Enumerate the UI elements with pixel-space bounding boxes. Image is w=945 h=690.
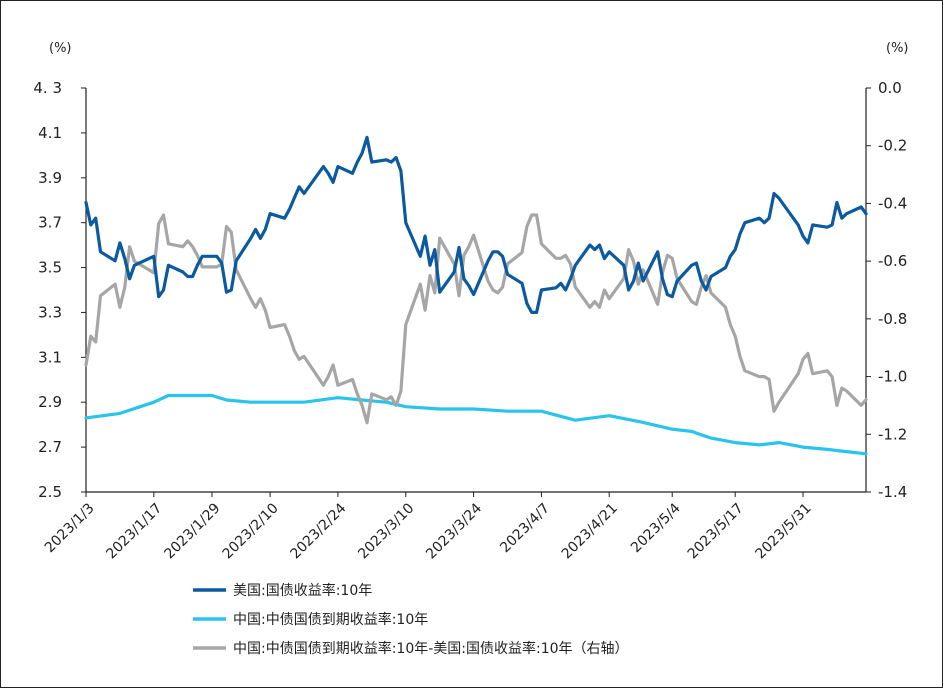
right-tick-label: -1.0	[878, 368, 907, 386]
left-tick-label: 3.3	[38, 303, 62, 321]
legend-label-spread: 中国:中债国债到期收益率:10年-美国:国债收益率:10年（右轴）	[233, 640, 629, 657]
left-axis-unit: (%)	[49, 41, 72, 56]
legend-label-china: 中国:中债国债到期收益率:10年	[233, 611, 428, 628]
x-tick-label: 2023/2/10	[220, 500, 282, 562]
x-tick-label: 2023/5/17	[685, 500, 747, 562]
left-tick-label: 3.5	[38, 259, 62, 277]
left-tick-label: 2.7	[38, 438, 62, 456]
left-tick-label: 4. 3	[33, 79, 62, 97]
left-tick-label: 2.9	[38, 393, 62, 411]
series-layer	[84, 135, 868, 456]
right-tick-label: -0.4	[878, 194, 907, 212]
x-tick-label: 2023/1/3	[42, 500, 98, 556]
legend: 美国:国债收益率:10年 中国:中债国债到期收益率:10年 中国:中债国债到期收…	[193, 582, 629, 657]
left-tick-label: 4.1	[38, 124, 62, 142]
left-tick-label: 3.7	[38, 214, 62, 232]
right-tick-label: -0.8	[878, 310, 907, 328]
right-tick-label: 0.0	[878, 79, 902, 97]
left-tick-label: 3.9	[38, 169, 62, 187]
right-axis: 0.0 -0.2 -0.4 -0.6 -0.8 -1.0 -1.2 -1.4	[865, 79, 907, 501]
x-tick-label: 2023/3/10	[355, 500, 417, 562]
series-line-china-10y	[84, 393, 868, 456]
x-tick-label: 2023/4/7	[497, 500, 553, 556]
right-tick-label: -0.6	[878, 252, 907, 270]
right-axis-unit: (%)	[886, 41, 909, 56]
left-tick-label: 2.5	[38, 483, 62, 501]
left-axis: 4. 3 4.1 3.9 3.7 3.5 3.3 3.1 2.9 2.7 2.5	[33, 79, 87, 501]
legend-item-china: 中国:中债国债到期收益率:10年	[193, 611, 428, 628]
x-tick-label: 2023/3/24	[423, 500, 485, 562]
x-tick-label: 2023/2/24	[287, 500, 349, 562]
left-tick-label: 3.1	[38, 348, 62, 366]
right-tick-label: -1.4	[878, 483, 907, 501]
legend-label-us: 美国:国债收益率:10年	[233, 582, 372, 599]
x-tick-label: 2023/4/21	[559, 500, 621, 562]
x-tick-label: 2023/1/29	[161, 500, 223, 562]
series-line-spread	[84, 213, 868, 425]
x-tick-label: 2023/5/31	[753, 500, 815, 562]
legend-item-spread: 中国:中债国债到期收益率:10年-美国:国债收益率:10年（右轴）	[193, 640, 629, 657]
right-tick-label: -1.2	[878, 425, 907, 443]
legend-item-us: 美国:国债收益率:10年	[193, 582, 372, 599]
x-tick-label: 2023/1/17	[103, 500, 165, 562]
series-line-us-10y	[84, 135, 868, 314]
x-tick-label: 2023/5/4	[628, 500, 684, 556]
right-tick-label: -0.2	[878, 137, 907, 155]
